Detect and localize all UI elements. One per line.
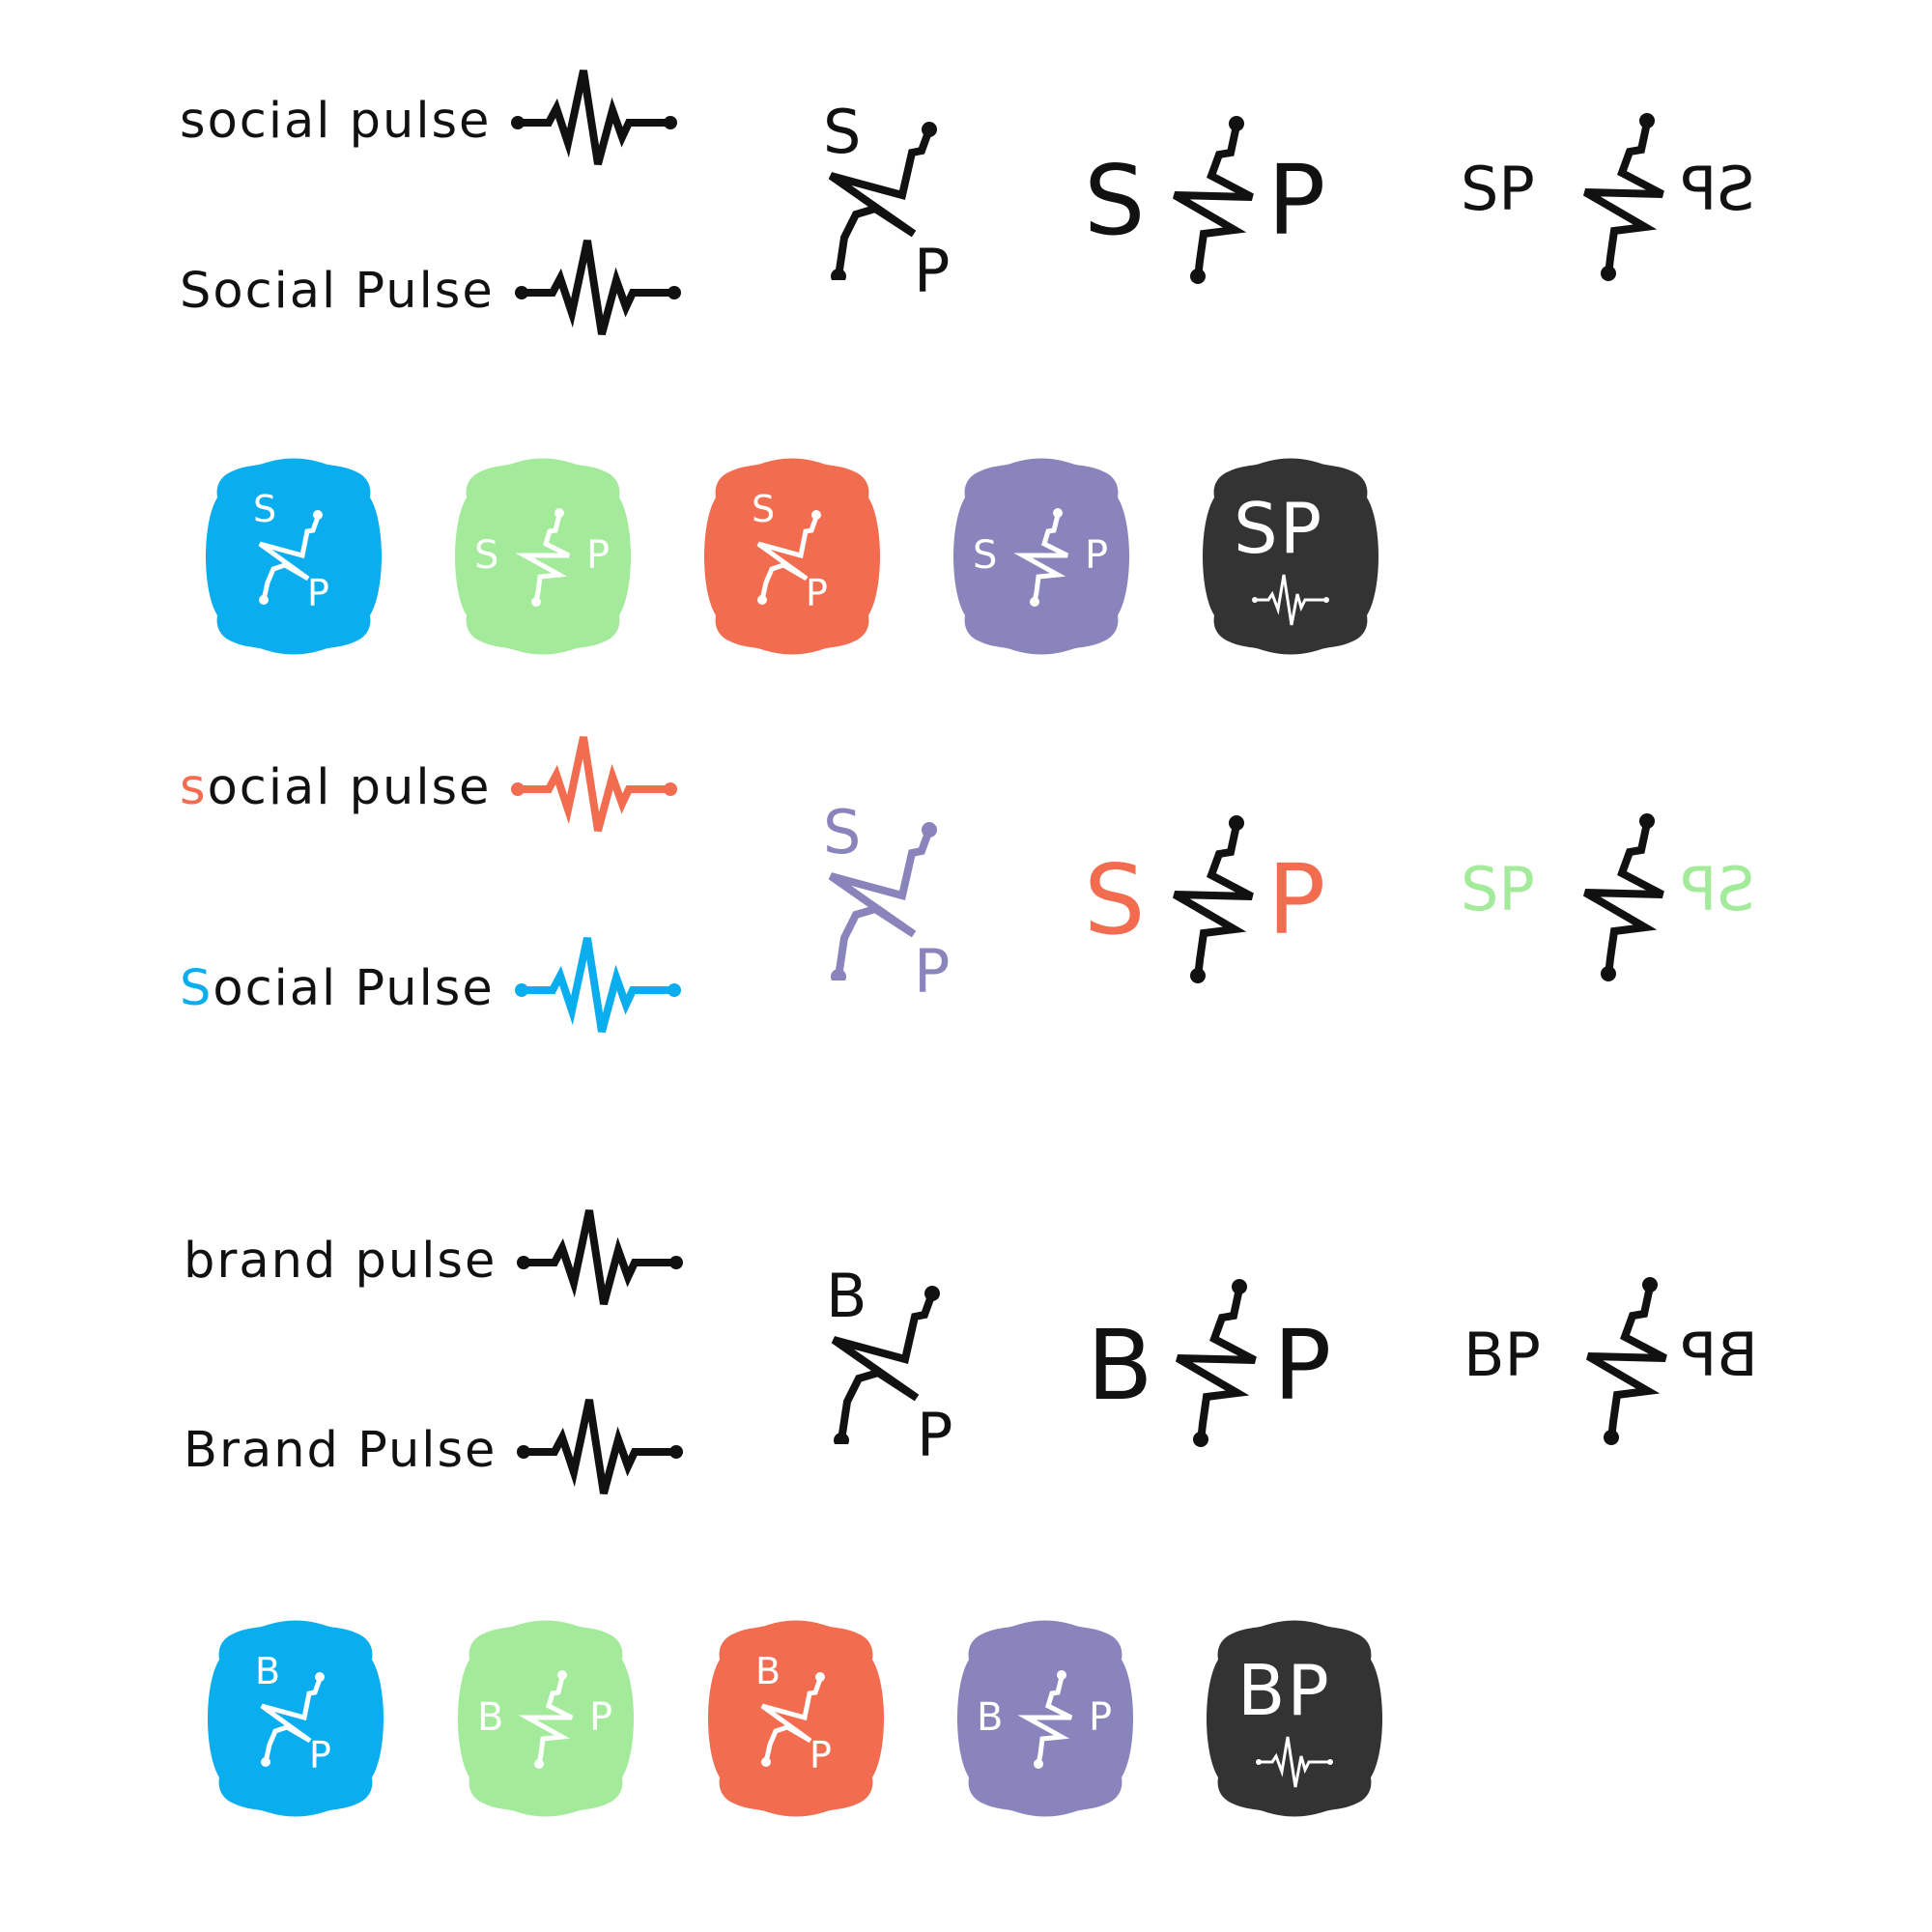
wordmark-text: brand pulse	[184, 1232, 497, 1290]
zigzag-connector-icon	[828, 822, 937, 980]
zigzag-connector-icon	[1175, 1279, 1257, 1447]
initials-mirrored: BP	[1681, 1320, 1758, 1390]
initials: SP	[1461, 854, 1535, 924]
wordmark-text: Social Pulse	[180, 262, 495, 320]
letter-p: P	[914, 936, 951, 1007]
monogram-brand-mirrored: BP BP	[1463, 1275, 1773, 1449]
wordmark-social-title: Social Pulse	[180, 238, 686, 344]
letter-s: S	[1084, 144, 1146, 257]
zigzag-connector-icon	[1582, 113, 1664, 281]
wordmark-brand-lower: brand pulse	[184, 1208, 688, 1314]
zigzag-connector-icon	[831, 1286, 940, 1444]
badge-brand-blue: B P	[200, 1619, 391, 1818]
monogram-social-mirrored: SP SP	[1461, 111, 1770, 285]
pulse-line-icon	[511, 736, 678, 833]
initials-mirrored: SP	[1681, 154, 1755, 224]
pulse-line-icon	[517, 1399, 684, 1495]
letter-s: S	[823, 797, 862, 867]
badge-social-green: S P	[447, 457, 639, 656]
badge-social-purple: S P	[946, 457, 1137, 656]
pulse-line-icon	[514, 240, 681, 336]
zigzag-connector-icon	[1172, 815, 1254, 983]
badge-brand-coral: B P	[700, 1619, 892, 1818]
zigzag-connector-icon	[1585, 1277, 1667, 1445]
badge-brand-purple: B P	[950, 1619, 1141, 1818]
letter-b: B	[826, 1261, 867, 1331]
zigzag-connector-icon	[258, 510, 323, 605]
wordmark-text: social pulse	[180, 92, 492, 150]
zigzag-connector-icon	[260, 1672, 325, 1767]
badge-social-coral: S P	[696, 457, 888, 656]
letter-p: P	[1267, 144, 1326, 257]
letter-p: P	[914, 236, 951, 306]
wordmark-text: social pulse	[180, 758, 492, 816]
wordmark-text: Brand Pulse	[184, 1421, 497, 1479]
wordmark-brand-title: Brand Pulse	[184, 1397, 688, 1503]
pulse-line-icon	[1256, 1736, 1333, 1788]
letter-b: B	[1087, 1309, 1153, 1422]
monogram-brand-inline: B P	[1087, 1277, 1348, 1451]
zigzag-connector-icon	[1172, 116, 1254, 284]
zigzag-connector-icon	[1017, 1670, 1073, 1769]
letter-s: S	[1084, 843, 1146, 956]
initials: SP	[1461, 154, 1535, 224]
initials: BP	[1463, 1320, 1541, 1390]
letter-p: P	[1273, 1309, 1332, 1422]
pulse-line-icon	[1252, 574, 1329, 626]
monogram-social-inline: S P	[1084, 114, 1335, 288]
zigzag-connector-icon	[1582, 813, 1664, 981]
wordmark-social-lower-coral: social pulse	[180, 734, 682, 840]
pulse-line-icon	[514, 937, 681, 1034]
letter-p: P	[917, 1400, 953, 1470]
zigzag-connector-icon	[828, 122, 937, 280]
zigzag-connector-icon	[756, 510, 821, 605]
zigzag-connector-icon	[760, 1672, 825, 1767]
pulse-line-icon	[511, 70, 678, 166]
monogram-social-inline-coral: S P	[1084, 813, 1335, 987]
wordmark-social-title-blue: Social Pulse	[180, 935, 686, 1041]
monogram-social-stacked: S P	[821, 97, 956, 306]
badge-brand-green: B P	[450, 1619, 641, 1818]
letter-p: P	[1267, 843, 1326, 956]
zigzag-connector-icon	[515, 508, 571, 607]
zigzag-connector-icon	[518, 1670, 574, 1769]
monogram-social-stacked-purple: S P	[821, 797, 956, 1007]
wordmark-social-lower: social pulse	[180, 68, 682, 174]
initials-mirrored: SP	[1681, 854, 1755, 924]
badge-social-dark: SP	[1195, 457, 1386, 656]
badge-social-blue: S P	[198, 457, 389, 656]
wordmark-text: Social Pulse	[180, 959, 495, 1017]
pulse-line-icon	[517, 1209, 684, 1306]
monogram-social-mirrored-green: SP SP	[1461, 811, 1770, 985]
monogram-brand-stacked: B P	[824, 1261, 959, 1470]
badge-brand-dark: BP	[1199, 1619, 1390, 1818]
letter-s: S	[823, 97, 862, 167]
zigzag-connector-icon	[1013, 508, 1069, 607]
